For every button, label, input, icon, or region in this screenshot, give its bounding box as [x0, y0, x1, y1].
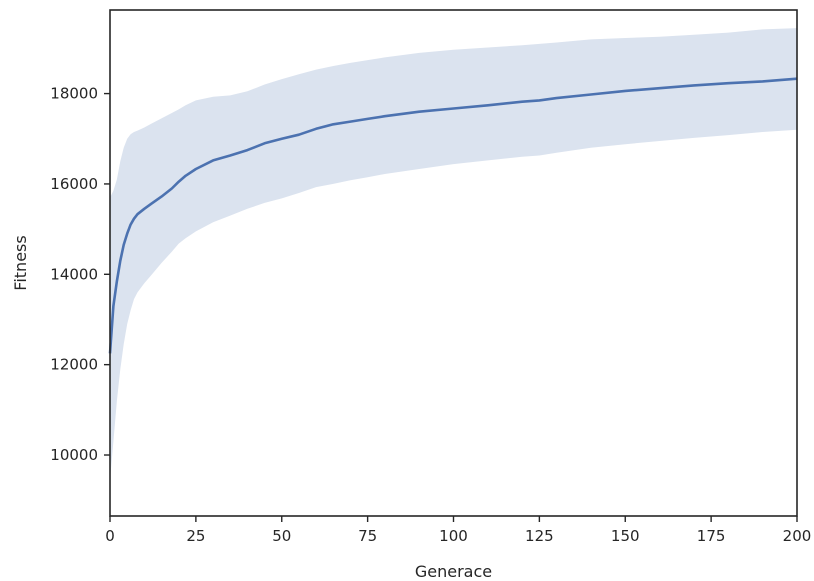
- y-tick-label: 10000: [50, 446, 98, 464]
- x-axis: 0 25 50 75 100 125 150 175 200: [105, 516, 811, 545]
- confidence-band: [110, 28, 797, 480]
- y-axis: 10000 12000 14000 16000 18000: [50, 85, 110, 464]
- x-tick-label: 150: [611, 527, 640, 545]
- y-tick-label: 16000: [50, 175, 98, 193]
- y-tick-label: 14000: [50, 265, 98, 283]
- x-tick-label: 50: [272, 527, 291, 545]
- y-tick-label: 12000: [50, 356, 98, 374]
- x-tick-label: 0: [105, 527, 115, 545]
- x-tick-label: 100: [439, 527, 468, 545]
- x-tick-label: 75: [358, 527, 377, 545]
- y-tick-label: 18000: [50, 85, 98, 103]
- y-axis-label: Fitness: [11, 235, 30, 290]
- x-axis-label: Generace: [415, 562, 492, 581]
- x-tick-label: 175: [697, 527, 726, 545]
- plot-area: [108, 28, 798, 480]
- x-tick-label: 200: [783, 527, 812, 545]
- mean-fitness-line: [108, 77, 798, 354]
- x-tick-label: 125: [525, 527, 554, 545]
- x-tick-label: 25: [186, 527, 205, 545]
